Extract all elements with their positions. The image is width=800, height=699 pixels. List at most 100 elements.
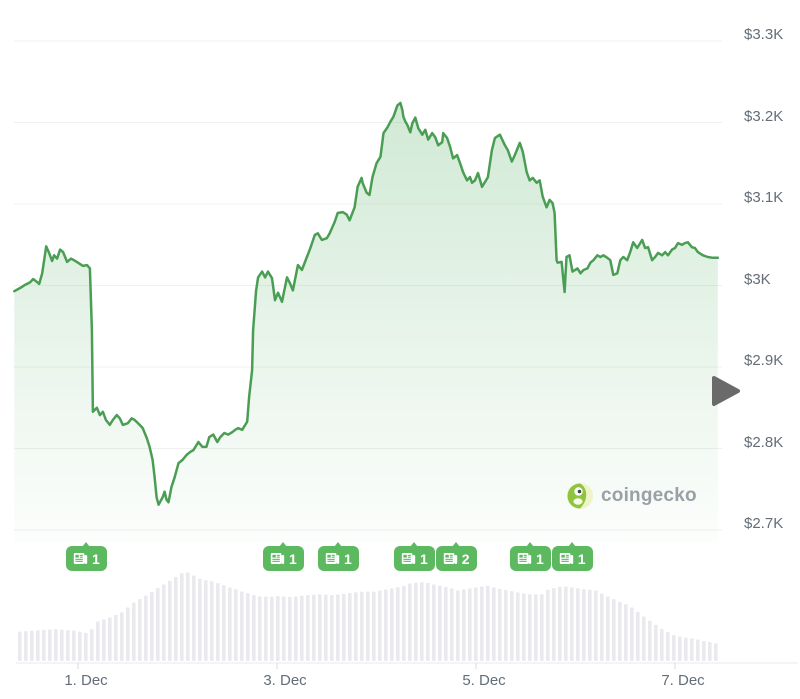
volume-bar (684, 637, 688, 661)
volume-bar (342, 593, 346, 661)
volume-bar (534, 594, 538, 661)
volume-bar (330, 595, 334, 661)
volume-bar (708, 641, 712, 661)
volume-bar (120, 612, 124, 661)
volume-bar (642, 616, 646, 661)
volume-bar (138, 599, 142, 661)
volume-bar (114, 614, 118, 661)
volume-bar (474, 587, 478, 661)
y-axis-label: $3.2K (744, 107, 784, 125)
volume-bar (150, 591, 154, 661)
volume-bar (276, 596, 280, 661)
volume-bar (510, 591, 514, 661)
newspaper-icon (401, 553, 416, 564)
volume-bar (438, 585, 442, 661)
volume-bar (108, 617, 112, 661)
volume-bar (384, 589, 388, 661)
volume-bar (96, 621, 100, 661)
volume-bars (18, 572, 718, 661)
volume-bar (324, 594, 328, 661)
volume-bar (252, 595, 256, 661)
volume-bar (552, 587, 556, 661)
right-arrow-marker[interactable] (712, 376, 740, 406)
volume-bar (696, 639, 700, 661)
volume-bar (516, 592, 520, 661)
y-axis-label: $3.3K (744, 26, 784, 43)
volume-bar (102, 619, 106, 661)
volume-bar (666, 631, 670, 661)
volume-bar (660, 628, 664, 661)
volume-bar (606, 596, 610, 661)
volume-bar (558, 586, 562, 661)
news-badge[interactable]: 1 (394, 542, 435, 571)
news-badge[interactable]: 1 (318, 542, 359, 571)
volume-bar (228, 587, 232, 661)
badge-pointer (452, 542, 461, 547)
volume-bar (540, 594, 544, 661)
volume-bar (240, 591, 244, 661)
volume-bar (654, 624, 658, 661)
badge-pointer (279, 542, 288, 547)
volume-bar (90, 629, 94, 661)
volume-bar (72, 630, 76, 661)
volume-bar (30, 630, 34, 661)
volume-bar (594, 590, 598, 661)
volume-bar (24, 631, 28, 661)
volume-bar (36, 630, 40, 661)
volume-bar (690, 638, 694, 661)
x-axis-label: 5. Dec (462, 672, 506, 689)
volume-bar (300, 595, 304, 661)
news-badge[interactable]: 1 (263, 542, 304, 571)
news-badge[interactable]: 1 (551, 542, 593, 571)
volume-bar (378, 590, 382, 661)
badge-count: 1 (420, 550, 428, 567)
volume-bar (156, 587, 160, 661)
badge-pointer (82, 542, 91, 547)
volume-bar (366, 591, 370, 661)
volume-bar (360, 591, 364, 661)
volume-bar (582, 588, 586, 661)
volume-bar (234, 589, 238, 661)
price-line (13, 101, 720, 506)
newspaper-icon (559, 553, 573, 564)
volume-bar (126, 607, 130, 661)
news-badge[interactable]: 1 (66, 542, 107, 571)
volume-bar (600, 593, 604, 661)
volume-bar (294, 596, 298, 661)
x-axis (16, 662, 798, 669)
badge-count: 1 (536, 550, 544, 567)
volume-bar (408, 583, 412, 661)
volume-bar (204, 580, 208, 661)
volume-bar (18, 631, 22, 661)
volume-bar (426, 582, 430, 661)
badge-count: 1 (577, 550, 586, 567)
volume-bar (318, 594, 322, 661)
volume-bar (636, 611, 640, 661)
volume-bar (222, 585, 226, 661)
volume-bar (480, 586, 484, 661)
volume-bar (702, 641, 706, 661)
volume-bar (336, 594, 340, 661)
volume-bar (198, 578, 202, 661)
volume-bar (486, 585, 490, 661)
volume-bar (402, 585, 406, 661)
volume-bar (570, 587, 574, 661)
x-axis-label: 3. Dec (263, 672, 307, 689)
y-axis-label: $2.9K (744, 352, 784, 369)
volume-bar (564, 586, 568, 661)
volume-bar (390, 588, 394, 661)
badge-pointer (410, 542, 419, 547)
badge-pointer (568, 542, 577, 547)
news-badge-group: 1 (318, 542, 359, 571)
volume-bar (372, 591, 376, 661)
news-badge[interactable]: 2 (435, 542, 477, 571)
news-badge[interactable]: 1 (510, 542, 551, 571)
volume-bar (648, 620, 652, 661)
volume-bar (414, 582, 418, 661)
y-axis-label: $3K (744, 270, 771, 288)
newspaper-icon (270, 553, 285, 564)
volume-bar (444, 586, 448, 661)
